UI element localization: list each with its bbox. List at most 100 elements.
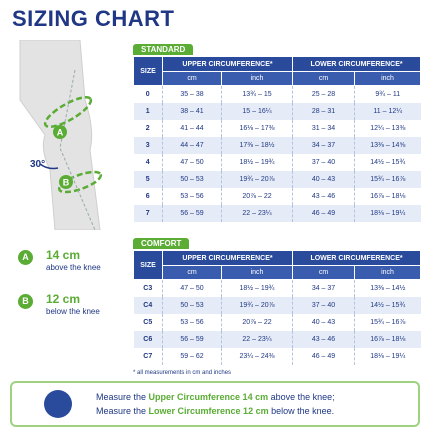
size-cell: C6 <box>133 331 163 348</box>
measure-cell: 18⅛ – 19¼ <box>354 348 421 365</box>
emphasis: Lower Circumference 12 cm <box>148 406 269 416</box>
lower-header: LOWER CIRCUMFERENCE* <box>292 250 422 266</box>
size-row: C4 50 – 53 19¾ – 20⅞ 37 – 40 14½ – 15¾ <box>133 297 421 314</box>
unit-header: inch <box>354 265 422 280</box>
measure-cell: 37 – 40 <box>292 297 355 314</box>
measure-cell: 53 – 56 <box>162 314 222 331</box>
measure-cell: 46 – 49 <box>292 348 355 365</box>
measure-cell: 9¾ – 11 <box>354 85 421 103</box>
unit-header: inch <box>220 71 294 86</box>
measure-cell: 38 – 41 <box>162 103 222 120</box>
unit-header: inch <box>220 265 294 280</box>
marker-value: 12 cm <box>46 292 81 306</box>
size-cell: 4 <box>145 159 150 166</box>
measure-cell: 14½ – 15¾ <box>354 154 421 171</box>
measure-cell: 22 – 23¼ <box>220 331 293 348</box>
measure-cell: 15¾ – 16⅞ <box>354 314 421 331</box>
size-cell: C4 <box>133 297 163 314</box>
measure-cell: 43 – 46 <box>292 331 355 348</box>
upper-header: UPPER CIRCUMFERENCE* <box>161 56 294 72</box>
measure-cell: 47 – 50 <box>162 279 222 297</box>
measure-cell: 15 – 16¼ <box>220 103 293 120</box>
size-row: 6 53 – 56 20⅞ – 22 43 – 46 16⅞ – 18⅛ <box>134 188 421 205</box>
text: Measure the <box>96 392 149 402</box>
table-tab: COMFORT <box>133 238 190 249</box>
measure-cell: 23¼ – 24⅜ <box>220 348 293 365</box>
size-cell: C5 <box>143 319 153 326</box>
marker-text: below the knee <box>46 307 100 316</box>
title: SIZING CHART <box>12 6 175 31</box>
text: below the knee. <box>268 406 335 416</box>
marker-letter: A <box>57 128 64 138</box>
size-row: 1 38 – 41 15 – 16¼ 28 – 31 11 – 12¼ <box>133 103 421 120</box>
upper-arrow <box>43 96 93 128</box>
size-row: 2 41 – 44 16⅛ – 17⅜ 31 – 34 12¼ – 13⅜ <box>134 120 421 137</box>
measure-cell: 12¼ – 13⅜ <box>354 120 421 137</box>
marker-letter: A <box>18 250 33 265</box>
size-header: SIZE <box>133 250 163 280</box>
footnote: * all measurements in cm and inches <box>133 370 232 376</box>
measure-cell: 40 – 43 <box>292 314 355 331</box>
measure-cell: 15¾ – 16⅞ <box>354 171 421 188</box>
measure-cell: 31 – 34 <box>292 120 355 137</box>
measure-cell: 13¾ – 15 <box>220 85 293 103</box>
marker-text: above the knee <box>46 263 101 272</box>
measure-cell: 34 – 37 <box>292 279 355 297</box>
axis-line <box>59 69 96 230</box>
measure-cell: 13⅜ – 14⅝ <box>354 137 421 154</box>
lower-arrow <box>57 170 103 194</box>
emphasis: Upper Circumference 14 cm <box>148 392 269 402</box>
knee-illustration: 30° A B <box>19 40 103 230</box>
size-cell: 3 <box>133 137 163 154</box>
measure-cell: 56 – 59 <box>162 331 222 348</box>
upper-header: UPPER CIRCUMFERENCE* <box>161 250 294 266</box>
measure-cell: 20⅞ – 22 <box>220 314 293 331</box>
measure-cell: 53 – 56 <box>162 188 222 205</box>
measure-cell: 44 – 47 <box>162 137 222 154</box>
measure-cell: 37 – 40 <box>292 154 355 171</box>
unit-header: cm <box>292 265 356 280</box>
measure-cell: 50 – 53 <box>162 297 222 314</box>
unit-header: cm <box>162 71 222 86</box>
table-tab: STANDARD <box>133 44 194 55</box>
measure-cell: 47 – 50 <box>162 154 222 171</box>
unit-header: cm <box>292 71 356 86</box>
measure-cell: 59 – 62 <box>162 348 222 365</box>
measure-cell: 19¾ – 20⅞ <box>220 297 293 314</box>
size-row: C6 56 – 59 22 – 23¼ 43 – 46 16⅞ – 18⅛ <box>133 331 421 348</box>
size-cell: 5 <box>133 171 163 188</box>
size-row: C3 47 – 50 18½ – 19¾ 34 – 37 13⅜ – 14½ <box>134 279 421 297</box>
measure-cell: 18½ – 19¾ <box>220 279 293 297</box>
measure-cell: 25 – 28 <box>292 85 355 103</box>
angle-arc <box>39 163 59 170</box>
measure-cell: 16⅞ – 18⅛ <box>354 331 421 348</box>
measure-cell: 17⅜ – 18½ <box>220 137 293 154</box>
size-row: 4 47 – 50 18½ – 19¾ 37 – 40 14½ – 15¾ <box>134 154 421 171</box>
unit-header: cm <box>162 265 222 280</box>
text: above the knee; <box>268 392 335 402</box>
measure-cell: 11 – 12¼ <box>354 103 421 120</box>
header-row: SIZE UPPER CIRCUMFERENCE* LOWER CIRCUMFERE… <box>133 250 422 280</box>
measure-cell: 43 – 46 <box>292 188 355 205</box>
measure-cell: 56 – 59 <box>162 205 222 222</box>
angle-label: 30° <box>30 159 45 170</box>
measure-cell: 50 – 53 <box>162 171 222 188</box>
measure-cell: 40 – 43 <box>292 171 355 188</box>
measure-cell: 19¾ – 20⅞ <box>220 171 293 188</box>
measure-cell: 13⅜ – 14½ <box>354 279 421 297</box>
marker-dot <box>53 125 67 139</box>
measure-cell: 46 – 49 <box>292 205 355 222</box>
measure-cell: 41 – 44 <box>162 120 222 137</box>
measure-cell: 22 – 23¼ <box>220 205 293 222</box>
instruction-line: Measure the Lower Circumference 12 cm be… <box>96 406 334 416</box>
size-cell: C7 <box>143 353 153 360</box>
measure-cell: 35 – 38 <box>162 85 222 103</box>
measure-cell: 14½ – 15¾ <box>354 297 421 314</box>
marker-letter: B <box>63 178 70 188</box>
size-cell: 0 <box>145 91 150 98</box>
measure-cell: 34 – 37 <box>292 137 355 154</box>
text: Measure the <box>96 406 149 416</box>
measure-cell: 28 – 31 <box>292 103 355 120</box>
measure-cell: 16⅛ – 17⅜ <box>220 120 293 137</box>
